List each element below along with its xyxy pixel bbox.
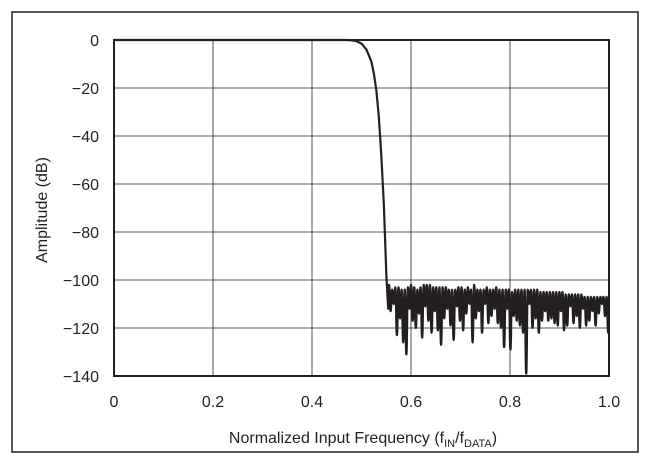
- x-tick-label: 0: [110, 394, 119, 411]
- y-tick-label: 0: [90, 33, 99, 50]
- x-axis-label: Normalized Input Frequency (fIN/fDATA): [229, 430, 497, 450]
- x-tick-label: 0.2: [202, 394, 224, 411]
- y-tick-label: −120: [63, 321, 99, 338]
- x-tick-label: 0.8: [499, 394, 521, 411]
- x-tick-label: 1.0: [598, 394, 620, 411]
- x-axis-label-sub-in: IN: [444, 438, 455, 450]
- y-tick-label: −80: [72, 225, 99, 242]
- y-tick-label: −140: [63, 369, 99, 386]
- amplitude-response-line: [114, 38, 610, 375]
- x-axis-label-mid: /f: [455, 430, 464, 447]
- x-tick-label: 0.6: [400, 394, 422, 411]
- y-tick-label: −100: [63, 273, 99, 290]
- x-axis-label-main: Normalized Input Frequency (f: [229, 430, 445, 447]
- y-tick-labels: 0 −20 −40 −60 −80 −100 −120 −140: [63, 33, 99, 386]
- x-axis-label-sub-data: DATA: [464, 438, 492, 450]
- plot-border: [113, 39, 610, 377]
- y-tick-label: −60: [72, 177, 99, 194]
- y-tick-label: −20: [72, 81, 99, 98]
- x-tick-labels: 0 0.2 0.4 0.6 0.8 1.0: [110, 394, 621, 411]
- plot-area: [113, 38, 610, 377]
- x-tick-label: 0.4: [301, 394, 323, 411]
- x-axis-label-end: ): [492, 430, 497, 447]
- y-axis-label: Amplitude (dB): [34, 157, 51, 263]
- y-tick-label: −40: [72, 129, 99, 146]
